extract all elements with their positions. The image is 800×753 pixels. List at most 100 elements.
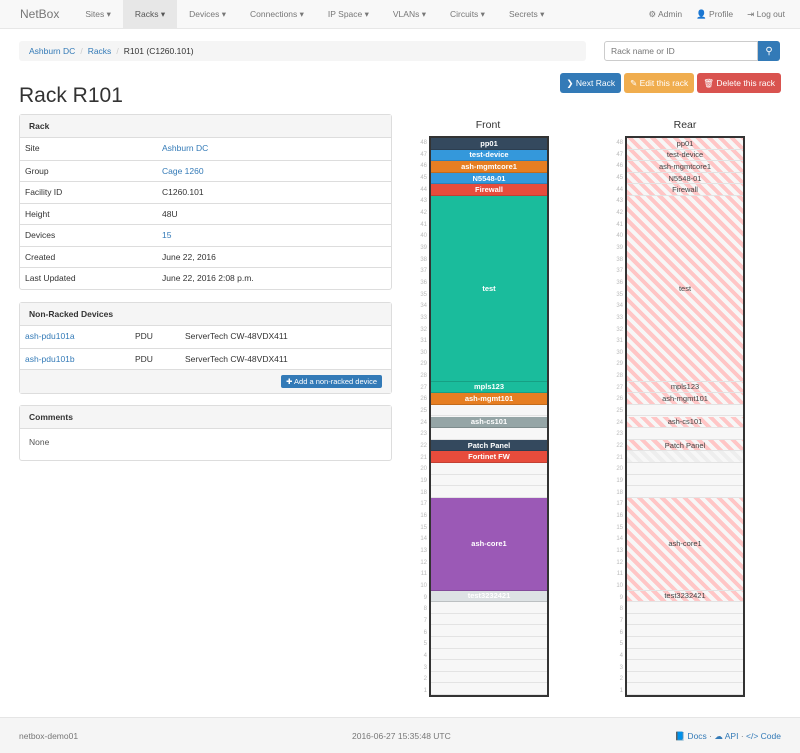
- front-rack-device[interactable]: ash-core1: [431, 497, 547, 591]
- non-racked-heading: Non-Racked Devices: [20, 303, 391, 326]
- nav-vlans[interactable]: VLANs ▾: [392, 8, 426, 19]
- rear-rack-device[interactable]: test: [627, 196, 743, 382]
- empty-unit[interactable]: [431, 672, 547, 684]
- nav-connections[interactable]: Connections ▾: [250, 8, 304, 19]
- device-name: ash-core1: [471, 539, 507, 549]
- empty-unit[interactable]: [431, 637, 547, 649]
- brand-logo[interactable]: NetBox: [20, 7, 60, 21]
- empty-unit[interactable]: [627, 463, 743, 475]
- front-rack-device[interactable]: ash-cs101: [431, 416, 547, 429]
- front-rack-device[interactable]: Fortinet FW: [431, 451, 547, 463]
- front-rack-device[interactable]: pp01: [431, 138, 547, 150]
- search-button[interactable]: ⚲: [758, 41, 780, 61]
- front-rack-device[interactable]: test: [431, 196, 547, 382]
- empty-unit[interactable]: [431, 649, 547, 661]
- empty-unit[interactable]: [627, 614, 743, 626]
- empty-unit[interactable]: [431, 660, 547, 672]
- nav-logout[interactable]: ⇥ Log out: [747, 9, 785, 19]
- front-label: Front: [475, 119, 501, 131]
- empty-unit[interactable]: [627, 672, 743, 684]
- rear-rack-device[interactable]: N5548-01: [627, 172, 743, 185]
- rack-attr-row: Devices 15: [20, 224, 391, 246]
- unit-number: 28: [616, 373, 623, 380]
- empty-unit[interactable]: [431, 602, 547, 614]
- front-rack-device[interactable]: ash-mgmtcore1: [431, 161, 547, 173]
- device-name: ash-mgmt101: [464, 394, 514, 404]
- front-rack-device[interactable]: Firewall: [431, 184, 547, 196]
- empty-unit[interactable]: [627, 625, 743, 637]
- unit-number: 34: [420, 303, 427, 310]
- nav-ip-space[interactable]: IP Space ▾: [327, 8, 369, 19]
- nav-devices[interactable]: Devices ▾: [189, 8, 227, 19]
- nav-racks[interactable]: Racks ▾: [122, 0, 178, 29]
- empty-unit[interactable]: [627, 660, 743, 672]
- delete-rack-button[interactable]: 🗑 Delete this rack: [697, 73, 781, 93]
- empty-unit[interactable]: [431, 683, 547, 695]
- rear-rack-device[interactable]: ash-mgmtcore1: [627, 161, 743, 173]
- front-rack-device[interactable]: test3232421: [431, 590, 547, 603]
- rear-rack-device[interactable]: Patch Panel: [627, 439, 743, 452]
- front-rack-device[interactable]: Patch Panel: [431, 439, 547, 452]
- empty-unit[interactable]: [431, 428, 547, 440]
- empty-unit[interactable]: [627, 405, 743, 417]
- empty-unit[interactable]: [627, 602, 743, 614]
- breadcrumb-site[interactable]: Ashburn DC: [29, 46, 76, 56]
- rear-rack-device[interactable]: ash-mgmt101: [627, 393, 743, 405]
- empty-unit[interactable]: [627, 637, 743, 649]
- unit-number: 7: [423, 617, 427, 624]
- rack-attr-value[interactable]: 15: [162, 230, 172, 240]
- nav-profile[interactable]: 👤 Profile: [696, 9, 734, 19]
- empty-unit[interactable]: [431, 475, 547, 487]
- breadcrumb-separator: /: [80, 46, 83, 56]
- rear-rack-device[interactable]: pp01: [627, 138, 743, 150]
- unit-number: 36: [420, 279, 427, 286]
- empty-unit[interactable]: [627, 428, 743, 440]
- nav-admin[interactable]: ⚙ Admin: [648, 9, 683, 19]
- front-rack-device[interactable]: test-device: [431, 149, 547, 162]
- rear-rack-device[interactable]: ash-cs101: [627, 416, 743, 429]
- breadcrumb-racks[interactable]: Racks: [87, 46, 112, 56]
- empty-unit[interactable]: [627, 475, 743, 487]
- rear-rack-device[interactable]: test-device: [627, 149, 743, 162]
- empty-unit[interactable]: [627, 486, 743, 498]
- nav-sites[interactable]: Sites ▾: [85, 8, 111, 19]
- rack-attr-value[interactable]: Ashburn DC: [162, 143, 209, 153]
- empty-unit[interactable]: [431, 405, 547, 417]
- front-rack-device[interactable]: mpls123: [431, 381, 547, 394]
- rack-attr-value[interactable]: Cage 1260: [162, 165, 204, 176]
- api-link[interactable]: ☁ API: [714, 731, 739, 741]
- device-link[interactable]: ash-pdu101a: [25, 331, 75, 341]
- add-non-racked-device-button[interactable]: ✚ Add a non-racked device: [281, 375, 382, 388]
- front-rack-device[interactable]: N5548-01: [431, 172, 547, 185]
- docs-link[interactable]: 📘 Docs: [674, 731, 707, 741]
- next-rack-button[interactable]: ❯ Next Rack: [560, 73, 622, 93]
- front-rack-device[interactable]: ash-mgmt101: [431, 393, 547, 405]
- unit-number: 27: [616, 384, 623, 391]
- empty-unit[interactable]: [431, 486, 547, 498]
- rear-rack-device[interactable]: mpls123: [627, 381, 743, 394]
- empty-unit[interactable]: [627, 649, 743, 661]
- nav-secrets[interactable]: Secrets ▾: [508, 8, 545, 19]
- empty-unit[interactable]: [431, 463, 547, 475]
- unit-number: 35: [420, 291, 427, 298]
- nav-circuits[interactable]: Circuits ▾: [449, 8, 485, 19]
- non-racked-panel: Non-Racked Devices ash-pdu101a PDU ServerT…: [19, 302, 392, 394]
- rack-attr-row: Last Updated June 22, 2016 2:08 p.m.: [20, 267, 391, 289]
- empty-unit[interactable]: [627, 683, 743, 695]
- unit-number: 8: [619, 606, 623, 613]
- unit-number: 12: [420, 559, 427, 566]
- unit-number: 42: [616, 209, 623, 216]
- empty-unit[interactable]: [431, 614, 547, 626]
- search-input[interactable]: [604, 41, 758, 61]
- device-link[interactable]: ash-pdu101b: [25, 353, 75, 364]
- rear-rack-device[interactable]: Firewall: [627, 184, 743, 196]
- unit-number: 8: [423, 606, 427, 613]
- code-link[interactable]: </> Code: [746, 731, 781, 741]
- rear-rack-device[interactable]: [627, 451, 743, 463]
- edit-rack-button[interactable]: ✎ Edit this rack: [624, 73, 695, 93]
- unit-number: 9: [423, 594, 427, 601]
- rear-rack-device[interactable]: ash-core1: [627, 497, 743, 591]
- device-name: ash-cs101: [470, 417, 508, 427]
- empty-unit[interactable]: [431, 625, 547, 637]
- rear-rack-device[interactable]: test3232421: [627, 590, 743, 603]
